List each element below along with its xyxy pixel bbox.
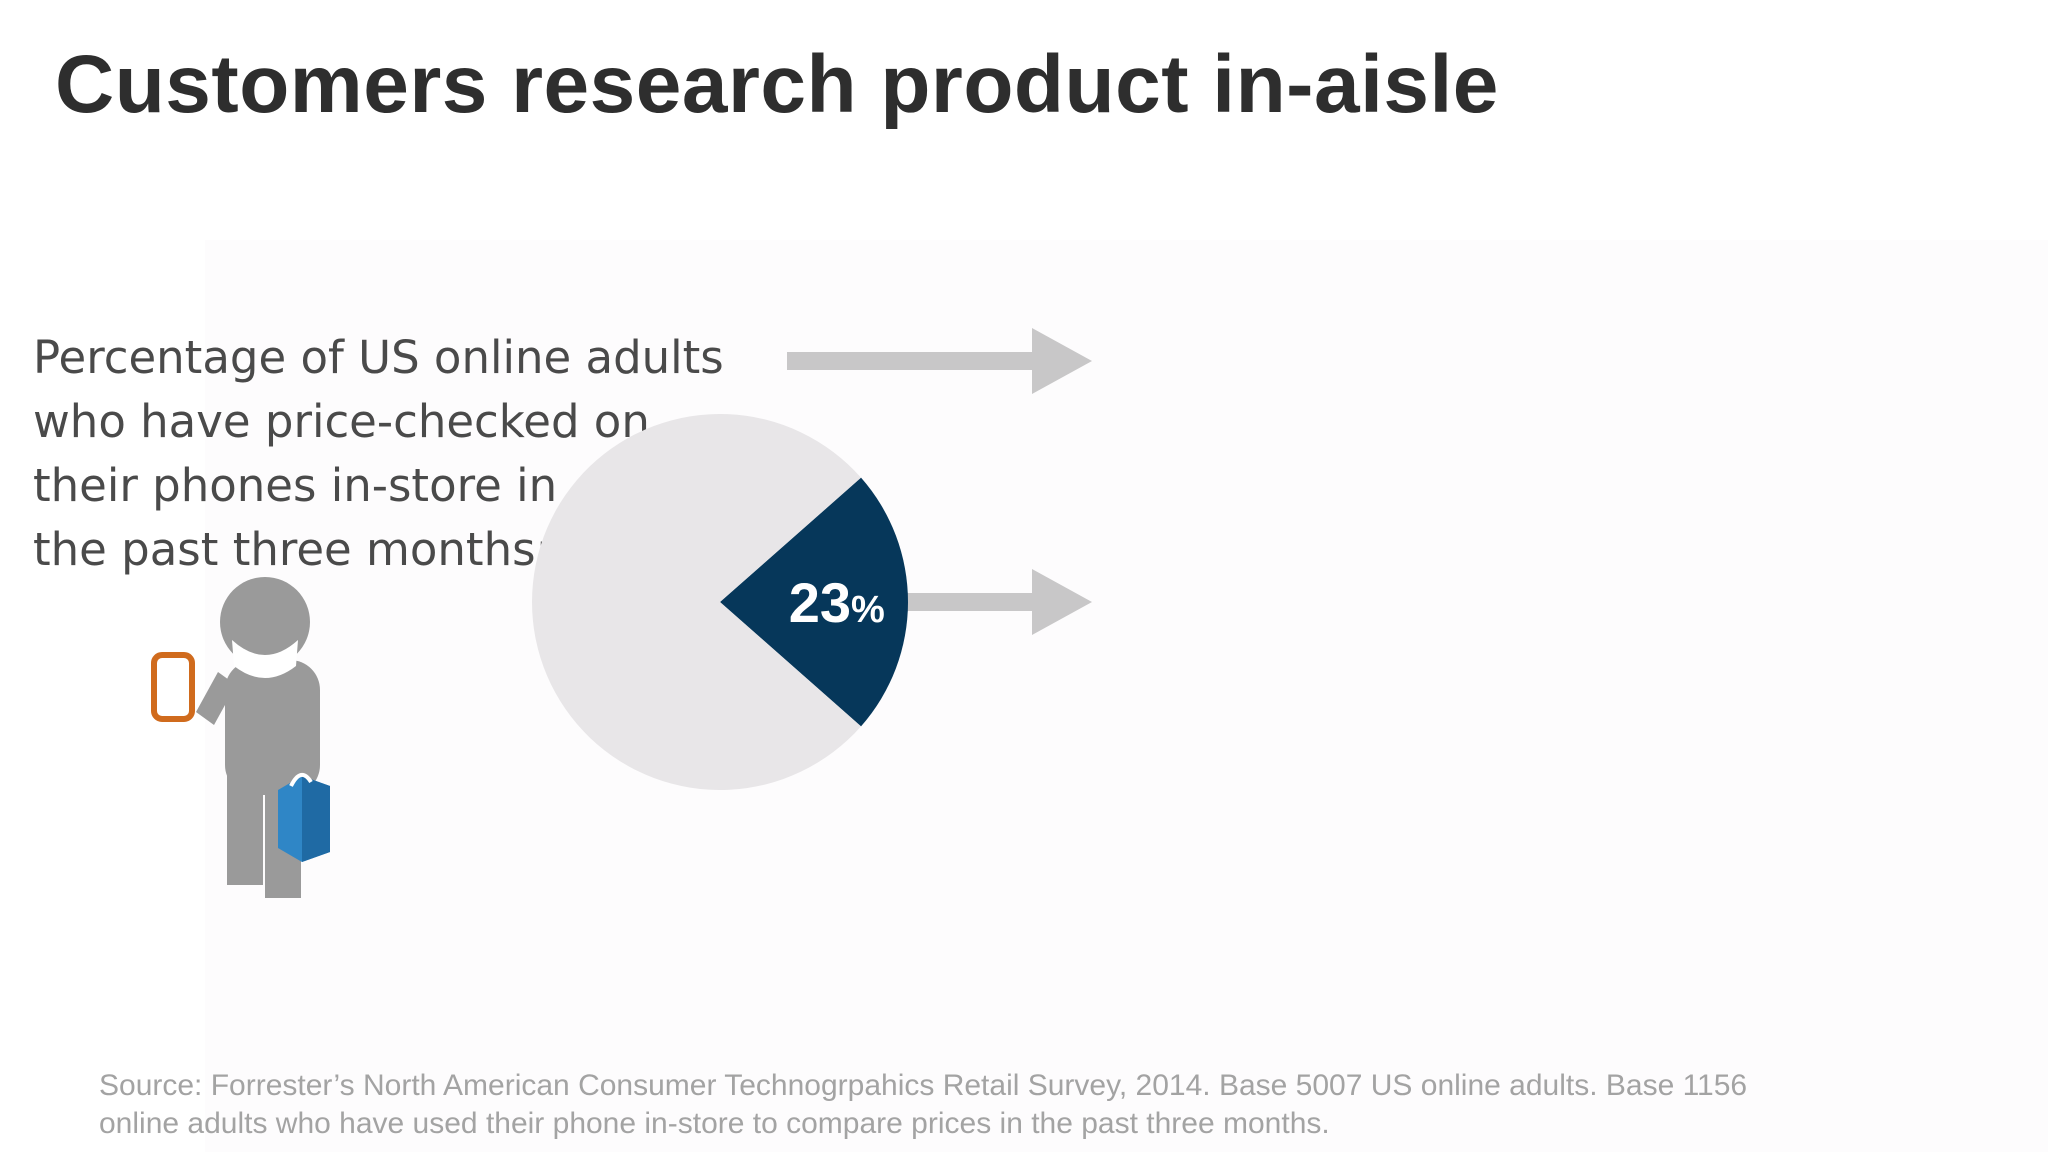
question-line: their phones in-store in bbox=[33, 459, 558, 512]
source-note: Source: Forrester’s North American Consu… bbox=[99, 1067, 1899, 1143]
content-panel bbox=[205, 240, 2048, 1152]
source-line: online adults who have used their phone … bbox=[99, 1107, 1330, 1140]
question-line: Percentage of US online adults bbox=[33, 331, 724, 384]
middle-arrow-icon bbox=[890, 569, 1092, 635]
person-with-phone-and-shopping-bag-icon bbox=[151, 577, 330, 898]
pie-slice-label: 23% bbox=[789, 571, 885, 634]
question-line: who have price-checked on bbox=[33, 395, 650, 448]
pie-slice-remainder bbox=[532, 413, 862, 790]
pie-chart: 23% bbox=[532, 413, 908, 790]
top-arrow-icon bbox=[787, 328, 1092, 394]
source-line: Source: Forrester’s North American Consu… bbox=[99, 1069, 1748, 1102]
question-text: Percentage of US online adults who have … bbox=[33, 326, 733, 582]
page-title: Customers research product in-aisle bbox=[55, 39, 1499, 130]
pie-slice-highlight bbox=[720, 477, 908, 727]
question-line: the past three months: bbox=[33, 523, 551, 576]
